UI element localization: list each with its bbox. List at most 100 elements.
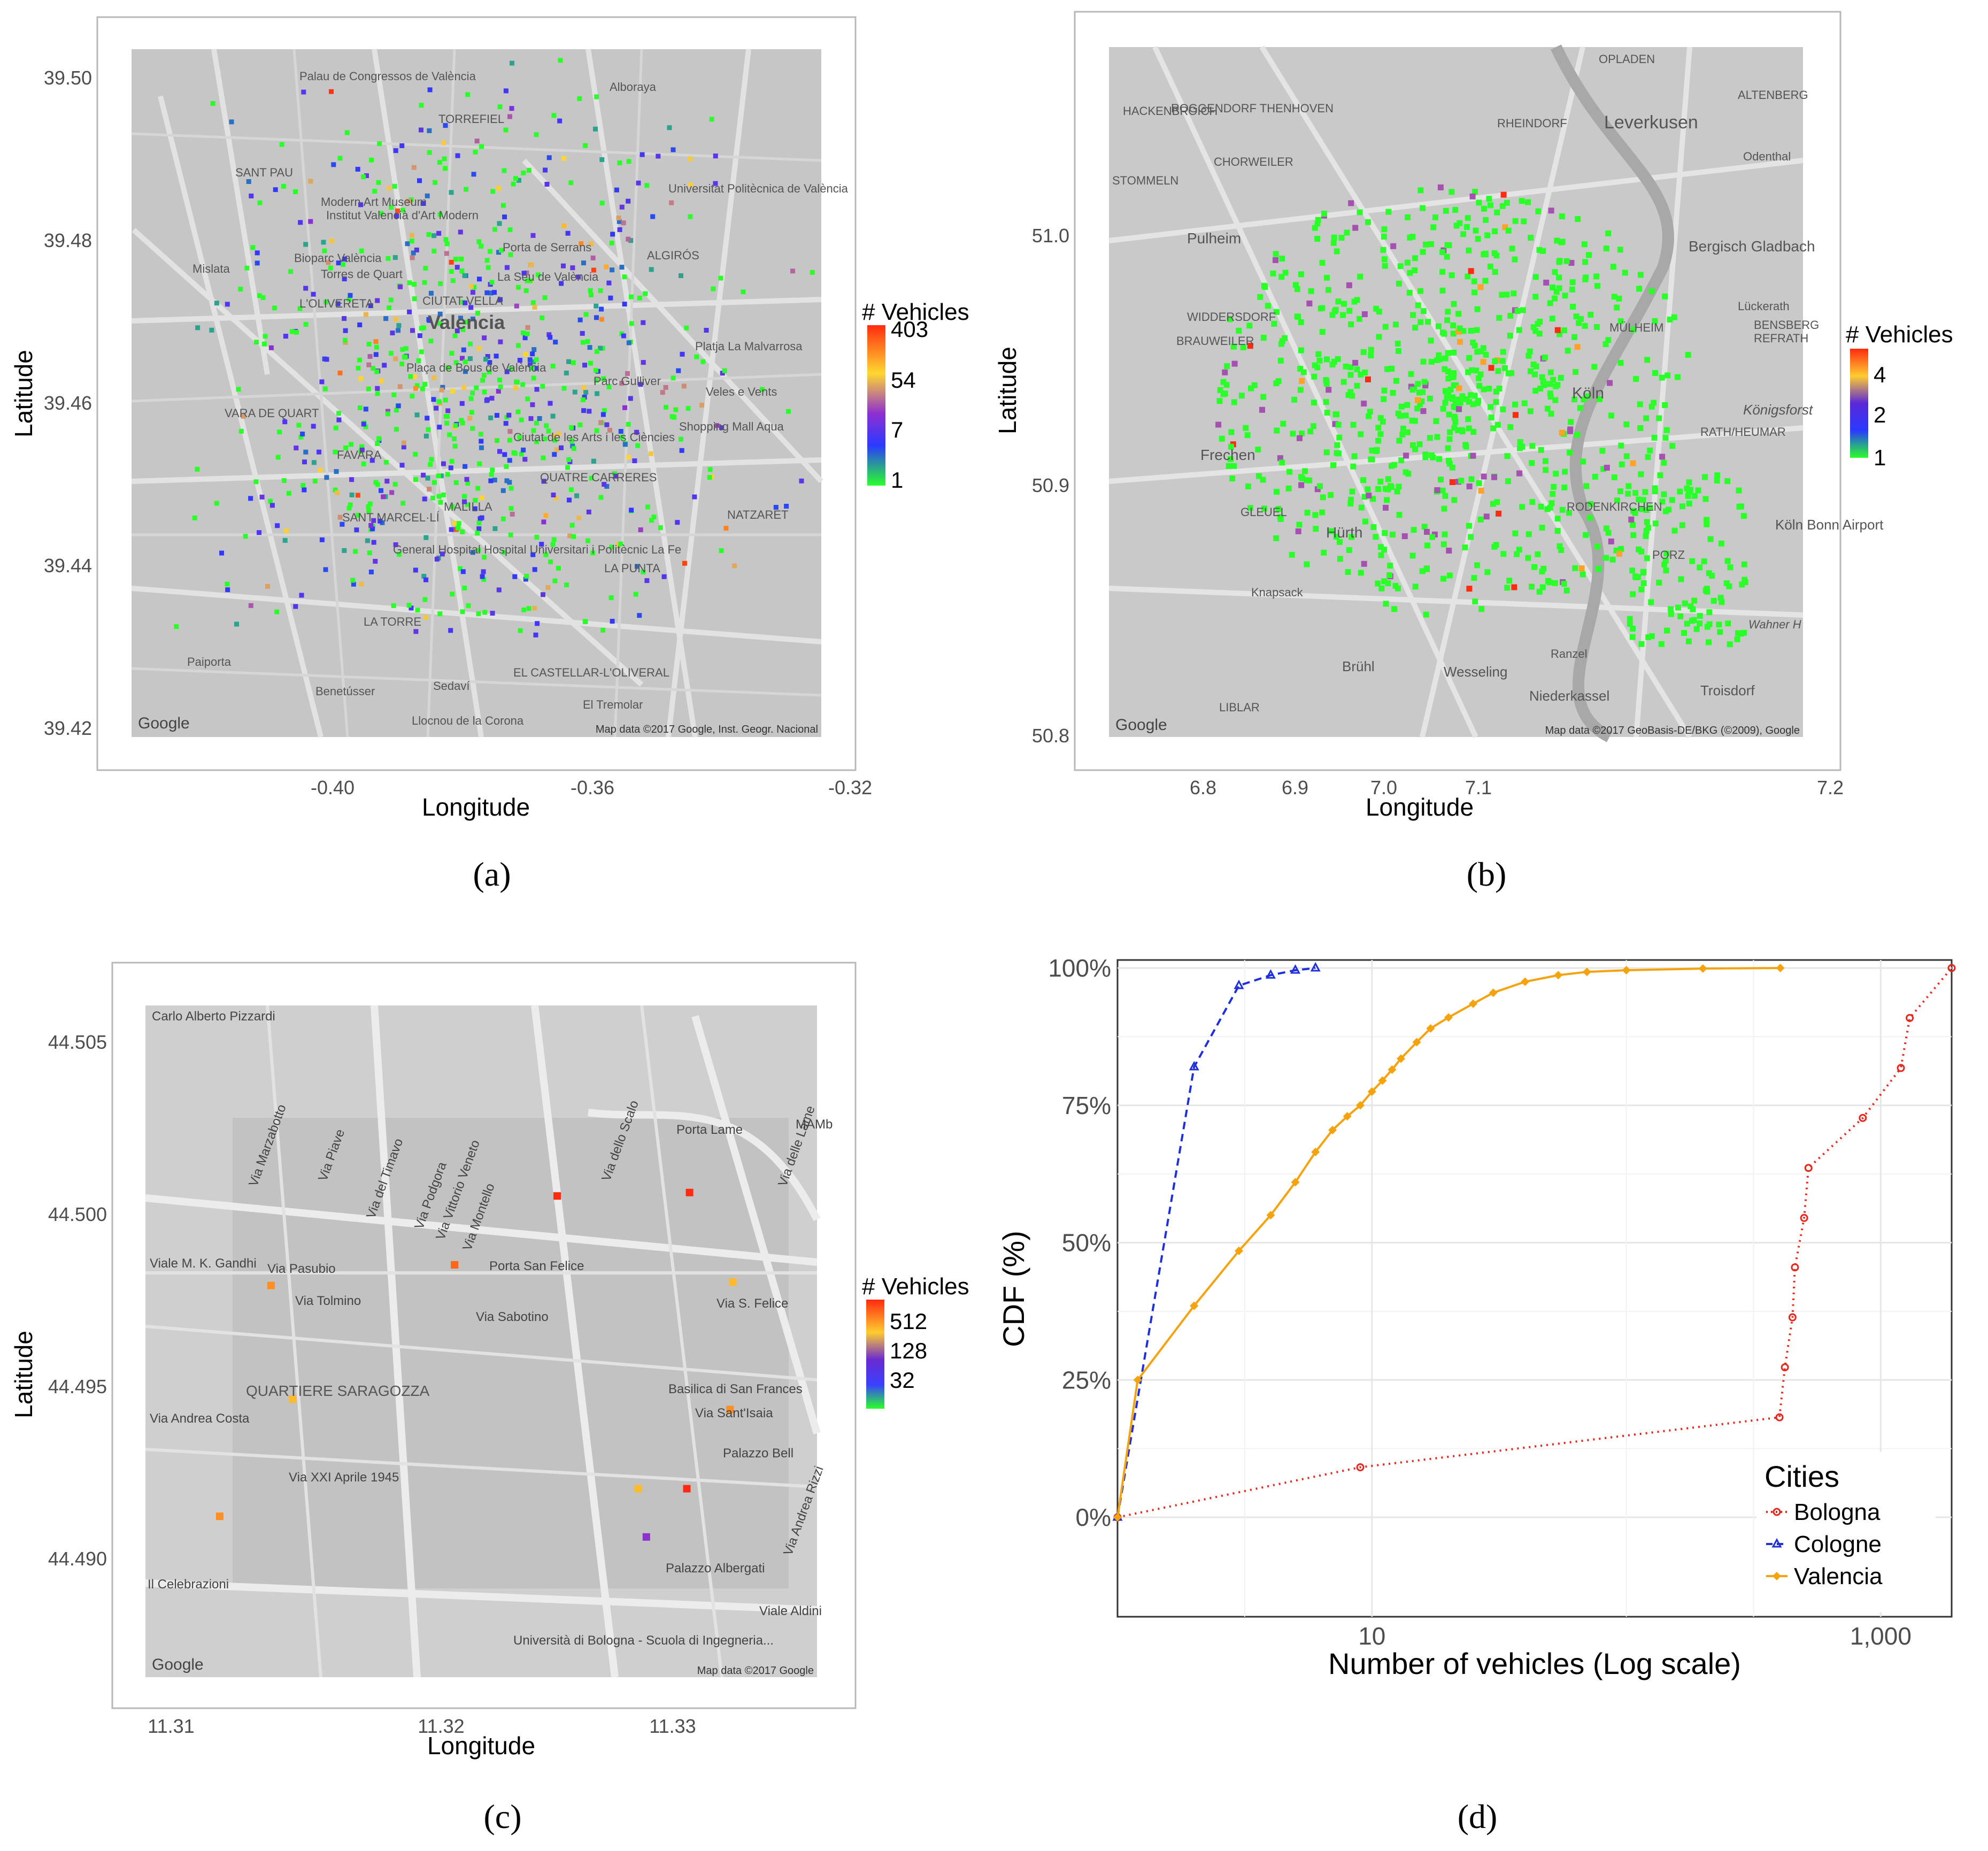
vehicle-cell — [541, 455, 546, 460]
legend-label: 128 — [890, 1338, 927, 1363]
vehicle-cell — [368, 303, 373, 309]
vehicle-cell — [1512, 530, 1519, 536]
vehicle-cell — [1273, 251, 1279, 257]
vehicle-cell — [810, 270, 815, 275]
vehicle-cell — [525, 325, 530, 330]
vehicle-cell — [1466, 425, 1472, 432]
vehicle-cell — [1403, 452, 1409, 459]
vehicle-cell — [1532, 371, 1538, 378]
place-label: FAVARA — [337, 448, 382, 462]
color-legend: # Vehicles 403 54 7 1 — [862, 299, 969, 493]
data-point-valencia — [1133, 1376, 1142, 1385]
vehicle-cell — [1630, 532, 1637, 539]
vehicle-cell — [1682, 600, 1688, 606]
vehicle-cell — [1638, 586, 1645, 593]
vehicle-cell — [1430, 224, 1437, 231]
vehicle-cell — [1409, 442, 1416, 448]
place-label: Hürth — [1326, 524, 1362, 541]
vehicle-cell — [369, 157, 374, 163]
vehicle-cell — [1471, 278, 1477, 285]
vehicle-cell — [1659, 498, 1666, 505]
vehicle-cell — [651, 514, 657, 520]
vehicle-cell — [588, 288, 593, 293]
vehicle-cell — [1488, 202, 1493, 209]
vehicle-cell — [1215, 421, 1222, 428]
y-axis-ticks: 51.0 50.9 50.8 — [1032, 225, 1069, 747]
vehicle-cell — [319, 537, 325, 542]
vehicle-cell — [626, 340, 631, 345]
vehicle-cell — [1442, 366, 1448, 372]
vehicle-cell — [464, 187, 468, 192]
vehicle-cell — [1478, 606, 1485, 612]
vehicle-cell — [634, 1485, 642, 1493]
vehicle-cell — [704, 328, 709, 333]
vehicle-cell — [1470, 429, 1477, 435]
vehicle-cell — [583, 619, 588, 624]
vehicle-cell — [1452, 419, 1459, 425]
vehicle-cell — [1619, 461, 1625, 467]
legend-background — [1756, 1452, 1936, 1612]
vehicle-cell — [591, 458, 596, 464]
vehicle-cell — [459, 268, 465, 274]
vehicle-cell — [527, 357, 533, 363]
place-label: Wahner H — [1748, 618, 1801, 631]
vehicle-cell — [552, 578, 558, 583]
vehicle-cell — [269, 503, 275, 508]
vehicle-cell — [531, 428, 536, 433]
vehicle-cell — [1348, 496, 1354, 503]
vehicle-cell — [610, 232, 615, 237]
vehicle-cell — [370, 526, 375, 532]
vehicle-cell — [732, 563, 737, 569]
vehicle-cell — [1678, 576, 1684, 582]
vehicle-cell — [437, 425, 442, 430]
vehicle-cell — [1559, 213, 1565, 219]
vehicle-cell — [1567, 449, 1573, 456]
place-label: Via S. Felice — [716, 1296, 788, 1311]
vehicle-cell — [437, 611, 443, 617]
vehicle-cell — [1675, 374, 1681, 380]
vehicle-cell — [1608, 538, 1614, 544]
vehicle-cell — [1573, 313, 1579, 320]
vehicle-cell — [1613, 547, 1620, 554]
vehicle-cell — [1278, 274, 1285, 280]
vehicle-cell — [521, 271, 527, 276]
vehicle-cell — [489, 396, 495, 401]
vehicle-cell — [1323, 449, 1330, 456]
vehicle-cell — [1365, 219, 1371, 225]
vehicle-cell — [1408, 383, 1414, 390]
vehicle-cell — [576, 274, 581, 280]
vehicle-cell — [246, 179, 251, 184]
vehicle-cell — [1407, 270, 1413, 276]
vehicle-cell — [334, 469, 339, 474]
vehicle-cell — [1381, 547, 1388, 553]
vehicle-cell — [1679, 503, 1685, 510]
place-labels: Palau de Congressos de València TORREFIE… — [187, 70, 849, 727]
vehicle-cell — [583, 390, 589, 395]
vehicle-cell — [1648, 633, 1655, 639]
vehicle-cell — [531, 375, 536, 381]
vehicle-cell — [1611, 294, 1617, 300]
vehicle-cell — [1638, 471, 1644, 478]
vehicle-cell — [1493, 542, 1499, 548]
place-label: SANT PAU — [235, 166, 293, 179]
vehicle-cell — [1420, 205, 1426, 211]
map-background — [1109, 47, 1803, 737]
vehicle-cell — [302, 459, 307, 465]
vehicle-cell — [374, 344, 379, 350]
vehicle-cell — [1530, 324, 1537, 331]
vehicle-cell — [1304, 477, 1310, 483]
vehicle-cell — [544, 182, 550, 187]
vehicle-cell — [1445, 458, 1452, 464]
vehicle-cell — [622, 302, 627, 307]
legend-title: Cities — [1764, 1460, 1839, 1493]
vehicle-cell — [790, 268, 795, 274]
vehicle-cell — [1455, 328, 1462, 335]
place-label: VARA DE QUART — [225, 406, 319, 420]
vehicle-cell — [1231, 399, 1237, 405]
vehicle-cell — [300, 483, 306, 488]
vehicle-cell — [1471, 575, 1477, 581]
vehicle-cell — [1433, 418, 1439, 424]
vehicle-cell — [476, 520, 482, 526]
vehicle-cell — [571, 534, 576, 539]
vehicle-cell — [645, 504, 650, 510]
